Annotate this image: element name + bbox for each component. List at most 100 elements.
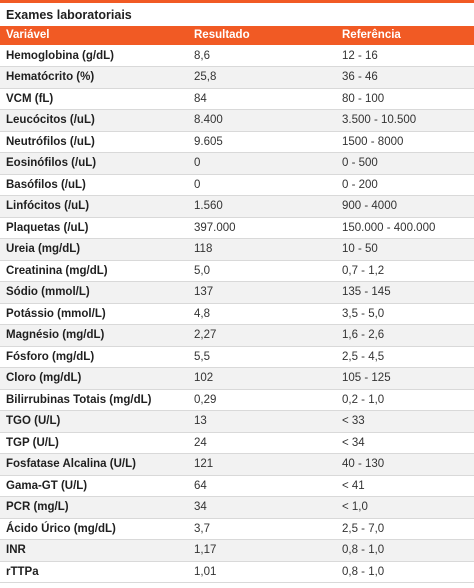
row-result: 9.605 xyxy=(188,131,336,153)
row-reference: 12 - 16 xyxy=(336,45,474,67)
row-reference: 0,7 - 1,2 xyxy=(336,260,474,282)
row-result: 4,8 xyxy=(188,303,336,325)
row-variable: Hemoglobina (g/dL) xyxy=(0,45,188,67)
row-reference: 40 - 130 xyxy=(336,453,474,476)
table-row: Neutrófilos (/uL) 9.605 1500 - 8000 xyxy=(0,131,474,153)
row-result: 13 xyxy=(188,410,336,433)
table-title: Exames laboratoriais xyxy=(6,8,132,22)
header-reference: Referência xyxy=(342,29,401,41)
row-variable: PCR (mg/L) xyxy=(0,496,188,519)
row-result: 1.560 xyxy=(188,195,336,218)
row-variable: Ácido Úrico (mg/dL) xyxy=(0,518,188,540)
row-variable: Sódio (mmol/L) xyxy=(0,281,188,304)
row-result: 2,27 xyxy=(188,324,336,347)
row-result: 0 xyxy=(188,174,336,196)
row-reference: 1,6 - 2,6 xyxy=(336,324,474,347)
row-variable: TGO (U/L) xyxy=(0,410,188,433)
title-top-rule xyxy=(0,0,474,3)
table-row: INR 1,17 0,8 - 1,0 xyxy=(0,539,474,562)
row-result: 102 xyxy=(188,367,336,390)
table-row: Cloro (mg/dL) 102 105 - 125 xyxy=(0,367,474,390)
row-variable: Hematócrito (%) xyxy=(0,66,188,89)
row-result: 118 xyxy=(188,238,336,261)
row-reference: 80 - 100 xyxy=(336,88,474,110)
row-result: 0,29 xyxy=(188,389,336,411)
row-variable: Basófilos (/uL) xyxy=(0,174,188,196)
row-reference: 1500 - 8000 xyxy=(336,131,474,153)
row-reference: 36 - 46 xyxy=(336,66,474,89)
row-reference: 2,5 - 7,0 xyxy=(336,518,474,540)
row-variable: Potássio (mmol/L) xyxy=(0,303,188,325)
header-result: Resultado xyxy=(194,29,250,41)
row-variable: INR xyxy=(0,539,188,562)
table-row: Gama-GT (U/L) 64 < 41 xyxy=(0,475,474,497)
table-row: PCR (mg/L) 34 < 1,0 xyxy=(0,496,474,519)
row-result: 1,17 xyxy=(188,539,336,562)
table-body: Hemoglobina (g/dL) 8,6 12 - 16 Hematócrito … xyxy=(0,45,474,583)
table-row: VCM (fL) 84 80 - 100 xyxy=(0,88,474,110)
row-reference: 0 - 500 xyxy=(336,152,474,175)
row-result: 137 xyxy=(188,281,336,304)
row-variable: Fósforo (mg/dL) xyxy=(0,346,188,368)
row-reference: < 1,0 xyxy=(336,496,474,519)
row-variable: Neutrófilos (/uL) xyxy=(0,131,188,153)
row-result: 3,7 xyxy=(188,518,336,540)
row-result: 34 xyxy=(188,496,336,519)
table-row: Fosfatase Alcalina (U/L) 121 40 - 130 xyxy=(0,453,474,476)
lab-results-table: Variável Resultado Referência Hemoglobin… xyxy=(0,26,474,583)
row-reference: 0,2 - 1,0 xyxy=(336,389,474,411)
row-variable: Bilirrubinas Totais (mg/dL) xyxy=(0,389,188,411)
table-row: Plaquetas (/uL) 397.000 150.000 - 400.000 xyxy=(0,217,474,239)
table-row: Hematócrito (%) 25,8 36 - 46 xyxy=(0,66,474,89)
row-reference: 0,8 - 1,0 xyxy=(336,539,474,562)
row-result: 5,5 xyxy=(188,346,336,368)
table-header-row: Variável Resultado Referência xyxy=(0,26,474,45)
table-row: rTTPa 1,01 0,8 - 1,0 xyxy=(0,561,474,583)
row-result: 397.000 xyxy=(188,217,336,239)
row-variable: Gama-GT (U/L) xyxy=(0,475,188,497)
row-variable: Magnésio (mg/dL) xyxy=(0,324,188,347)
table-row: TGO (U/L) 13 < 33 xyxy=(0,410,474,433)
table-row: Eosinófilos (/uL) 0 0 - 500 xyxy=(0,152,474,175)
row-reference: 105 - 125 xyxy=(336,367,474,390)
row-reference: 0,8 - 1,0 xyxy=(336,561,474,583)
row-reference: 10 - 50 xyxy=(336,238,474,261)
row-reference: 150.000 - 400.000 xyxy=(336,217,474,239)
row-reference: 0 - 200 xyxy=(336,174,474,196)
row-variable: TGP (U/L) xyxy=(0,432,188,454)
table-row: Ácido Úrico (mg/dL) 3,7 2,5 - 7,0 xyxy=(0,518,474,540)
table-row: TGP (U/L) 24 < 34 xyxy=(0,432,474,454)
row-reference: 900 - 4000 xyxy=(336,195,474,218)
row-reference: < 34 xyxy=(336,432,474,454)
row-variable: VCM (fL) xyxy=(0,88,188,110)
table-row: Basófilos (/uL) 0 0 - 200 xyxy=(0,174,474,196)
table-row: Leucócitos (/uL) 8.400 3.500 - 10.500 xyxy=(0,109,474,132)
row-reference: 3,5 - 5,0 xyxy=(336,303,474,325)
table-row: Sódio (mmol/L) 137 135 - 145 xyxy=(0,281,474,304)
row-result: 121 xyxy=(188,453,336,476)
row-result: 84 xyxy=(188,88,336,110)
row-variable: Plaquetas (/uL) xyxy=(0,217,188,239)
row-reference: < 41 xyxy=(336,475,474,497)
row-reference: 135 - 145 xyxy=(336,281,474,304)
row-result: 0 xyxy=(188,152,336,175)
header-variable: Variável xyxy=(6,29,50,41)
row-result: 1,01 xyxy=(188,561,336,583)
row-variable: Linfócitos (/uL) xyxy=(0,195,188,218)
table-row: Hemoglobina (g/dL) 8,6 12 - 16 xyxy=(0,45,474,67)
table-row: Bilirrubinas Totais (mg/dL) 0,29 0,2 - 1,0 xyxy=(0,389,474,411)
row-variable: Eosinófilos (/uL) xyxy=(0,152,188,175)
row-reference: 3.500 - 10.500 xyxy=(336,109,474,132)
row-result: 25,8 xyxy=(188,66,336,89)
row-variable: Cloro (mg/dL) xyxy=(0,367,188,390)
row-result: 64 xyxy=(188,475,336,497)
row-result: 5,0 xyxy=(188,260,336,282)
row-variable: Leucócitos (/uL) xyxy=(0,109,188,132)
table-row: Magnésio (mg/dL) 2,27 1,6 - 2,6 xyxy=(0,324,474,347)
table-row: Fósforo (mg/dL) 5,5 2,5 - 4,5 xyxy=(0,346,474,368)
row-result: 24 xyxy=(188,432,336,454)
row-reference: < 33 xyxy=(336,410,474,433)
row-variable: Ureia (mg/dL) xyxy=(0,238,188,261)
row-result: 8,6 xyxy=(188,45,336,67)
table-row: Potássio (mmol/L) 4,8 3,5 - 5,0 xyxy=(0,303,474,325)
